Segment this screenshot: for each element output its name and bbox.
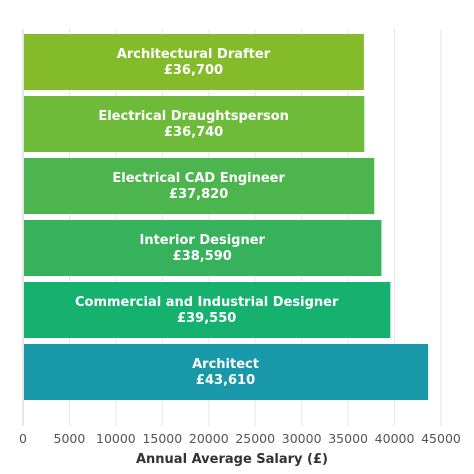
bar (24, 344, 429, 400)
bar-value-label: £36,700 (164, 63, 223, 78)
bar-category-label: Commercial and Industrial Designer (75, 295, 339, 310)
bar (24, 220, 382, 276)
x-tick-label: 35000 (328, 431, 368, 446)
bars-group: Architectural Drafter£36,700 Electrical D… (24, 34, 429, 400)
x-tick-label: 40000 (375, 431, 415, 446)
bar-category-label: Electrical CAD Engineer (112, 171, 285, 186)
bar-value-label: £36,740 (164, 125, 223, 140)
x-tick-labels: 0 5000 10000 15000 20000 25000 30000 35000 40000… (19, 431, 461, 446)
x-tick-label: 45000 (421, 431, 461, 446)
x-tick-label: 20000 (189, 431, 229, 446)
bar-value-label: £38,590 (173, 249, 232, 264)
x-tick-label: 0 (19, 431, 27, 446)
bar-value-label: £43,610 (196, 373, 255, 388)
bar-category-label: Electrical Draughtsperson (98, 109, 289, 124)
x-tick-label: 10000 (96, 431, 136, 446)
x-tick-label: 15000 (142, 431, 182, 446)
bar (24, 34, 364, 90)
bar-category-label: Architectural Drafter (117, 47, 271, 62)
bar-value-label: £39,550 (177, 311, 236, 326)
bar (24, 282, 391, 338)
x-tick-label: 30000 (282, 431, 322, 446)
bar-value-label: £37,820 (169, 187, 228, 202)
x-tick-label: 25000 (235, 431, 275, 446)
x-tick-label: 5000 (54, 431, 86, 446)
x-axis-title: Annual Average Salary (£) (136, 452, 328, 467)
bar-category-label: Interior Designer (140, 233, 266, 248)
bar-category-label: Architect (192, 357, 259, 372)
bar (24, 96, 365, 152)
bar (24, 158, 375, 214)
